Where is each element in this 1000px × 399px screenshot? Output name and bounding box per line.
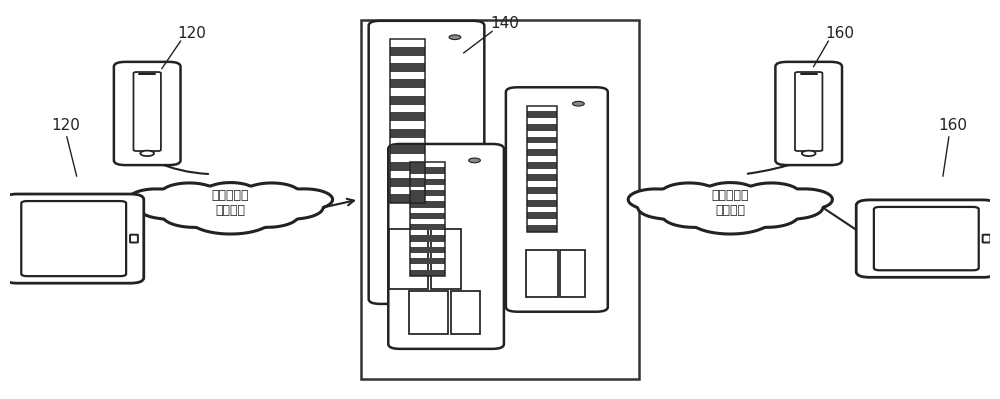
Bar bbox=[390, 129, 425, 138]
FancyBboxPatch shape bbox=[4, 194, 144, 283]
Bar bbox=[431, 229, 461, 289]
Circle shape bbox=[573, 101, 584, 106]
FancyBboxPatch shape bbox=[775, 62, 842, 165]
Bar bbox=[410, 179, 445, 185]
Bar bbox=[390, 39, 425, 203]
Bar bbox=[410, 269, 445, 276]
Bar bbox=[527, 124, 557, 131]
Bar bbox=[390, 96, 425, 105]
Bar bbox=[527, 106, 557, 232]
Circle shape bbox=[469, 158, 480, 163]
Bar bbox=[527, 149, 557, 156]
FancyBboxPatch shape bbox=[130, 235, 138, 243]
Circle shape bbox=[802, 151, 816, 156]
FancyBboxPatch shape bbox=[21, 201, 126, 276]
Bar bbox=[410, 258, 445, 265]
Bar bbox=[410, 168, 445, 174]
Circle shape bbox=[449, 35, 461, 40]
Bar bbox=[390, 79, 425, 89]
Bar bbox=[410, 224, 445, 230]
Bar bbox=[560, 250, 585, 297]
Text: 140: 140 bbox=[490, 16, 519, 32]
Bar bbox=[410, 247, 445, 253]
Bar bbox=[410, 235, 445, 242]
FancyBboxPatch shape bbox=[133, 72, 161, 151]
Bar bbox=[410, 213, 445, 219]
Bar bbox=[527, 212, 557, 219]
FancyBboxPatch shape bbox=[369, 21, 484, 304]
Bar bbox=[390, 194, 425, 203]
FancyBboxPatch shape bbox=[856, 200, 996, 277]
FancyBboxPatch shape bbox=[795, 72, 822, 151]
Bar bbox=[527, 111, 557, 118]
Bar bbox=[410, 190, 445, 196]
Bar bbox=[390, 63, 425, 72]
FancyBboxPatch shape bbox=[506, 87, 608, 312]
FancyBboxPatch shape bbox=[983, 235, 990, 243]
Bar bbox=[410, 201, 445, 208]
Bar bbox=[409, 291, 448, 334]
Bar bbox=[451, 291, 480, 334]
FancyBboxPatch shape bbox=[388, 144, 504, 349]
FancyBboxPatch shape bbox=[874, 207, 979, 270]
Bar bbox=[390, 145, 425, 154]
Text: 160: 160 bbox=[826, 26, 855, 41]
Text: 160: 160 bbox=[938, 118, 967, 133]
Text: 120: 120 bbox=[51, 118, 80, 133]
Bar bbox=[527, 187, 557, 194]
Bar bbox=[527, 225, 557, 232]
Bar bbox=[410, 162, 445, 276]
Text: 120: 120 bbox=[177, 26, 206, 41]
Bar bbox=[527, 174, 557, 181]
Circle shape bbox=[140, 151, 154, 156]
Bar bbox=[527, 162, 557, 169]
Bar bbox=[361, 20, 639, 379]
Text: 有线网络或
无线网络: 有线网络或 无线网络 bbox=[712, 190, 749, 217]
Polygon shape bbox=[128, 183, 333, 234]
Bar bbox=[390, 112, 425, 121]
Bar bbox=[527, 136, 557, 144]
Text: 有线网络或
无线网络: 有线网络或 无线网络 bbox=[212, 190, 249, 217]
Bar bbox=[526, 250, 558, 297]
Polygon shape bbox=[628, 183, 832, 234]
Bar bbox=[390, 162, 425, 170]
Bar bbox=[390, 178, 425, 187]
FancyBboxPatch shape bbox=[114, 62, 181, 165]
Bar bbox=[527, 200, 557, 207]
Bar bbox=[390, 47, 425, 55]
Bar bbox=[389, 229, 428, 289]
